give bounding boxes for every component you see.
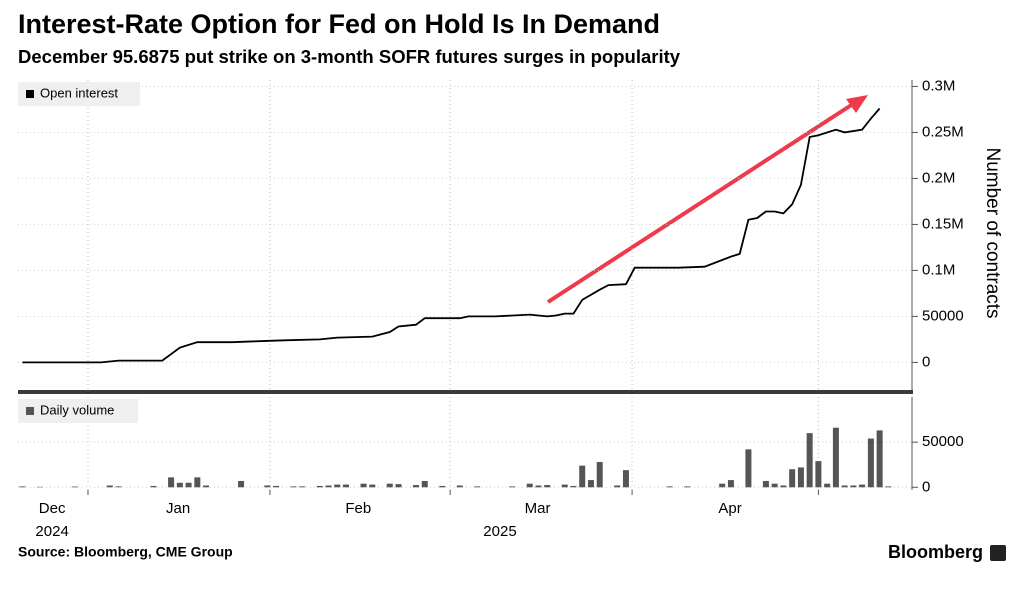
bar [570,485,577,488]
legend-label: Daily volume [40,402,114,417]
bar [867,438,874,488]
bar [797,467,804,488]
bar [369,484,376,488]
bar [544,485,551,488]
bar [360,483,367,488]
bar [841,485,848,488]
bar [264,485,271,488]
bar [334,484,341,488]
x-year-label: 2024 [35,523,68,540]
bar [290,486,297,488]
bar [526,483,533,488]
bar [439,485,446,488]
y-tick-label: 0.25M [922,123,964,140]
bar [719,483,726,488]
y-tick-label: 50000 [922,307,964,324]
bar [115,486,122,488]
bar [876,430,883,488]
y-tick-label: 0.1M [922,261,955,278]
bar [815,461,822,488]
brand-icon [990,545,1006,561]
bar [299,486,306,488]
legend-box [18,82,140,106]
bar [150,485,157,488]
bar [806,433,813,488]
bar [456,485,463,488]
y-tick-label: 0.2M [922,169,955,186]
bar [824,483,831,488]
legend-swatch [26,90,34,98]
bar [168,477,175,488]
x-tick-label: Mar [525,500,551,517]
bar [587,480,594,488]
chart-title: Interest-Rate Option for Fed on Hold Is … [18,9,660,39]
bar [343,484,350,488]
bar [19,486,26,488]
brand: Bloomberg [888,542,983,562]
bar [203,485,210,488]
bar [885,486,892,488]
trend-arrow-head [846,95,868,113]
bar [535,485,542,488]
bar [386,483,393,488]
panel-separator [18,390,913,394]
legend-label: Open interest [40,85,118,100]
bar [614,485,621,488]
bar [71,486,78,488]
bar [666,486,673,488]
legend-swatch [26,407,34,415]
bar [395,484,402,488]
bar [780,485,787,488]
chart-subtitle: December 95.6875 put strike on 3-month S… [18,46,681,67]
bar [316,485,323,488]
bar [474,486,481,488]
bar [185,482,192,488]
y-tick-label: 0 [922,478,930,495]
y-tick-label: 0 [922,353,930,370]
x-tick-label: Jan [166,500,190,517]
bar [622,470,629,488]
bar [771,483,778,488]
x-year-label: 2025 [483,523,516,540]
source: Source: Bloomberg, CME Group [18,544,233,560]
bar [238,480,245,488]
bar [413,485,420,488]
y-axis-label: Number of contracts [982,147,1003,318]
bar [745,449,752,488]
bar [832,427,839,488]
line [22,107,881,364]
x-tick-label: Dec [39,500,66,517]
bar [850,485,857,488]
trend-arrow [546,100,858,304]
bar [789,469,796,488]
bar [106,485,113,488]
bar [176,482,183,488]
x-tick-label: Feb [345,500,371,517]
bar [684,486,691,488]
bar [273,485,280,488]
bar [727,480,734,488]
y-tick-label: 0.3M [922,77,955,94]
bar [421,480,428,488]
bar [561,484,568,488]
x-tick-label: Apr [718,500,741,517]
bar [194,477,201,488]
bar [579,465,586,488]
bar [859,484,866,488]
bar [325,485,332,488]
bar [509,486,516,488]
y-tick-label: 0.15M [922,215,964,232]
y-tick-label: 50000 [922,433,964,450]
bar [596,462,603,488]
bar [762,480,769,488]
legend-box [18,399,138,423]
